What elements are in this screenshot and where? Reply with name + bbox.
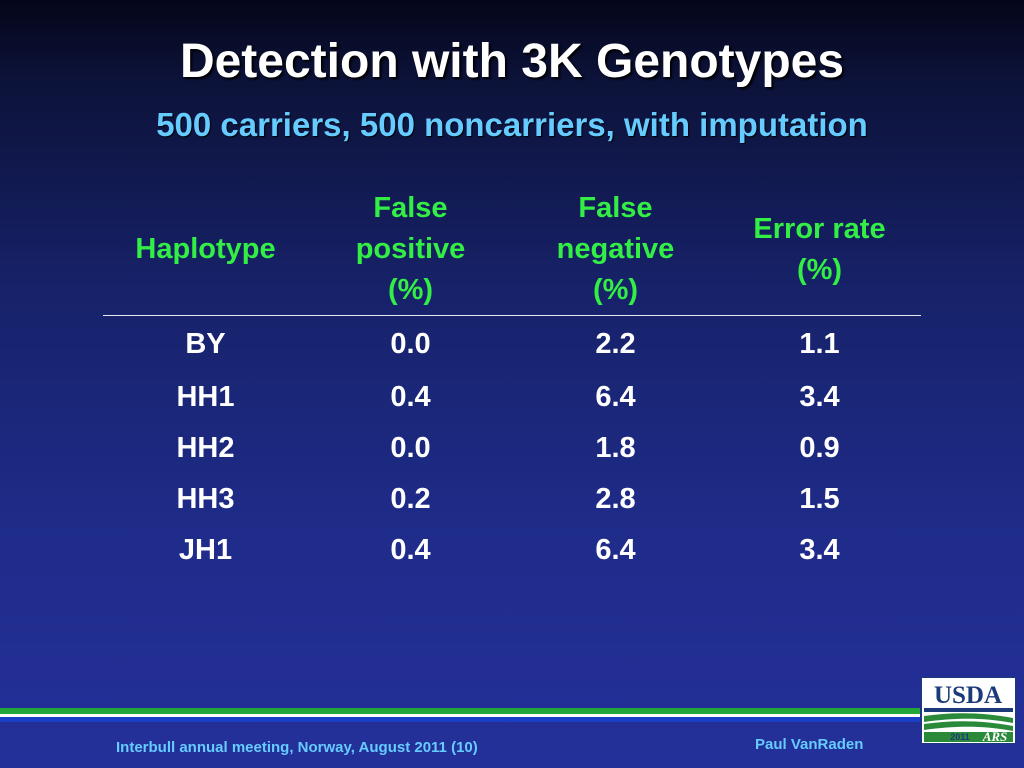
- cell-haplotype: HH2: [176, 432, 235, 464]
- header-haplotype: Haplotype: [103, 188, 308, 316]
- header-false-negative-line-1: False: [578, 192, 653, 224]
- cell-error-rate: 1.5: [799, 483, 840, 515]
- results-table: Haplotype False positive (%) False negat…: [103, 188, 921, 576]
- usda-logo-base: [924, 732, 1013, 742]
- table-row: BY 0.0 2.2 1.1: [103, 316, 921, 373]
- table-row: HH1 0.4 6.4 3.4: [103, 372, 921, 423]
- header-false-negative-line-2: negative: [556, 233, 675, 265]
- cell-error-rate: 3.4: [799, 534, 840, 566]
- footer-stripe-green: [0, 708, 920, 714]
- cell-false-negative: 6.4: [595, 381, 636, 413]
- header-false-negative: False negative (%): [513, 188, 718, 316]
- table-row: HH3 0.2 2.8 1.5: [103, 474, 921, 525]
- header-false-negative-line-3: (%): [592, 274, 639, 306]
- header-false-positive-line-1: False: [373, 192, 448, 224]
- cell-false-positive: 0.4: [390, 381, 431, 413]
- header-error-rate-line-1: Error rate: [753, 212, 886, 245]
- table-row: HH2 0.0 1.8 0.9: [103, 423, 921, 474]
- footer-stripe-white: [0, 714, 920, 717]
- cell-error-rate: 3.4: [799, 381, 840, 413]
- cell-false-positive: 0.0: [390, 327, 431, 360]
- header-false-positive: False positive (%): [308, 188, 513, 316]
- cell-false-positive: 0.2: [390, 483, 431, 515]
- usda-logo-blue-bar: [924, 708, 1013, 712]
- header-false-positive-line-2: positive: [355, 233, 466, 265]
- usda-ars-logo: USDA 2011 ARS: [921, 677, 1016, 744]
- footer-stripe-blue: [0, 717, 920, 722]
- usda-logo-field-2: [924, 721, 1013, 731]
- cell-haplotype: HH1: [176, 381, 235, 413]
- ars-mark-icon: ARS: [982, 729, 1008, 743]
- header-false-positive-line-3: (%): [387, 274, 434, 306]
- footer-author-text: Paul VanRaden: [755, 736, 864, 753]
- header-error-rate: Error rate (%): [718, 188, 921, 316]
- slide-subtitle: 500 carriers, 500 noncarriers, with impu…: [156, 106, 868, 143]
- table-row: JH1 0.4 6.4 3.4: [103, 525, 921, 576]
- usda-logo-graphic: USDA 2011 ARS: [924, 682, 1013, 743]
- footer-meeting-text: Interbull annual meeting, Norway, August…: [116, 739, 478, 756]
- slide-title: Detection with 3K Genotypes: [179, 35, 845, 88]
- cell-false-negative: 2.2: [595, 327, 636, 360]
- cell-haplotype: BY: [185, 327, 226, 360]
- usda-logo-field-1: [924, 713, 1013, 723]
- cell-haplotype: HH3: [176, 483, 235, 515]
- header-haplotype-line-1: Haplotype: [135, 233, 276, 265]
- header-row: Haplotype False positive (%) False negat…: [103, 188, 921, 316]
- cell-false-negative: 2.8: [595, 483, 636, 515]
- cell-false-negative: 1.8: [595, 432, 636, 464]
- usda-logo-text: USDA: [934, 682, 1002, 709]
- cell-error-rate: 0.9: [799, 432, 840, 464]
- cell-false-positive: 0.0: [390, 432, 431, 464]
- header-error-rate-line-2: (%): [796, 253, 843, 286]
- cell-false-negative: 6.4: [595, 534, 636, 566]
- cell-false-positive: 0.4: [390, 534, 431, 566]
- cell-haplotype: JH1: [178, 534, 233, 566]
- usda-logo-year: 2011: [950, 732, 970, 742]
- cell-error-rate: 1.1: [799, 327, 840, 360]
